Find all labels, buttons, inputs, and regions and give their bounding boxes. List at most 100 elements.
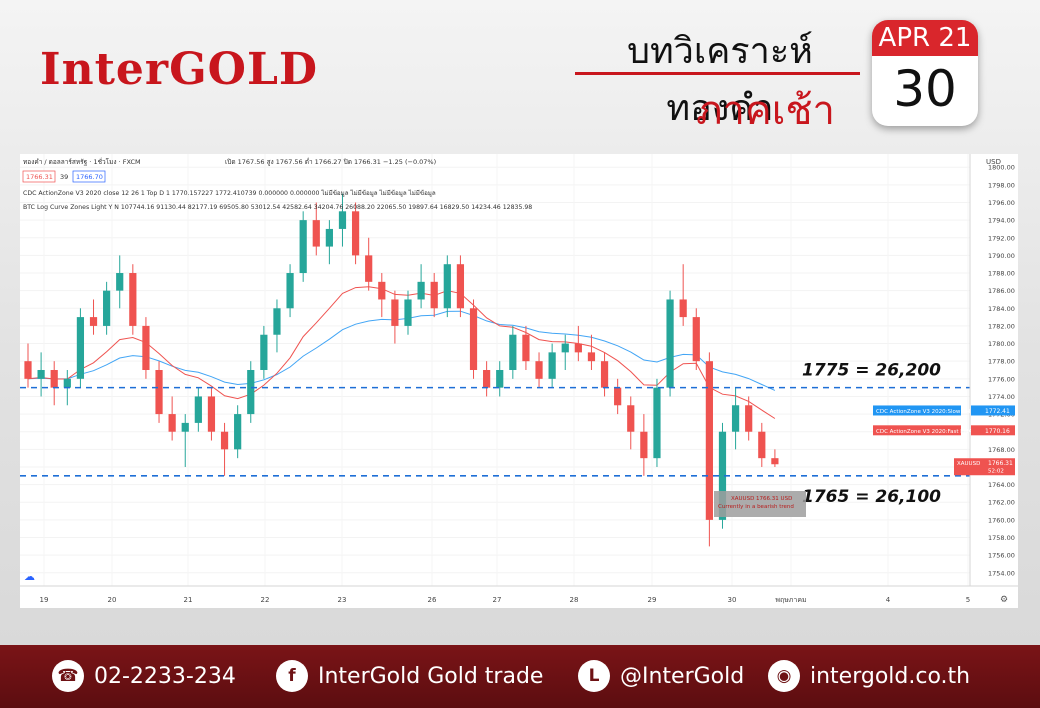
bid-box — [22, 170, 56, 183]
y-tick-label: 1754.00 — [988, 569, 1015, 577]
analysis-title: บทวิเคราะห์ทองคำ — [627, 31, 813, 129]
tooltip-line-1: XAUUSD 1766.31 USD — [731, 496, 792, 502]
y-tick-label: 1764.00 — [988, 481, 1015, 489]
candle-body — [456, 264, 465, 309]
candle-body — [325, 228, 333, 247]
candle-body — [351, 211, 360, 256]
line-contact[interactable]: L @InterGold — [578, 660, 744, 692]
x-tick-label: 30 — [728, 596, 737, 604]
candle-body — [640, 431, 648, 459]
ask-box — [72, 170, 106, 183]
y-tick-label: 1756.00 — [988, 552, 1015, 560]
y-tick-label: 1800.00 — [988, 164, 1015, 172]
fast-ema-tag — [873, 425, 961, 436]
candle-body — [168, 414, 176, 432]
tradingview-chart[interactable]: 1775 = 26,200 1765 = 26,100 USD 1754.00 175… — [20, 154, 1018, 608]
candle-body — [116, 273, 124, 291]
candle-body — [535, 361, 543, 379]
y-tick-label: 1774.00 — [988, 393, 1015, 401]
level-label: 1775 = 26,200 — [802, 361, 941, 381]
y-tick-label: 1792.00 — [988, 234, 1015, 242]
candle-body — [692, 317, 700, 362]
candle-body — [247, 370, 255, 415]
candle-body — [627, 405, 635, 432]
candle-body — [430, 281, 438, 309]
candle-body — [574, 343, 582, 353]
candle-body — [37, 370, 45, 379]
y-tick-label: 1780.00 — [988, 340, 1015, 348]
candle-body — [142, 325, 150, 370]
candle-body — [548, 352, 556, 379]
candle-body — [365, 255, 373, 282]
slow-ema-line — [27, 310, 776, 391]
candle-body — [705, 361, 713, 520]
ohlc-readout: เปิด 1767.56 สูง 1767.56 ต่ำ 1766.27 ปิด… — [225, 157, 436, 166]
candle-body — [758, 431, 766, 459]
candle-body — [378, 281, 386, 300]
candle-body — [496, 370, 504, 388]
level-label: 1765 = 26,100 — [802, 487, 941, 507]
y-tick-label: 1786.00 — [988, 287, 1015, 295]
fast-ema-price: 1770.16 — [985, 428, 1010, 435]
tooltip-line-2: Currently in a bearish trend — [718, 504, 794, 510]
x-tick-label: 27 — [493, 596, 502, 604]
candle-body — [483, 370, 491, 388]
candle-body — [666, 299, 674, 388]
candle-body — [679, 299, 687, 318]
indicator-cdc: CDC ActionZone V3 2020 close 12 26 1 Top… — [23, 189, 436, 197]
candle-body — [443, 264, 451, 309]
price-chart-svg[interactable]: 1775 = 26,200 1765 = 26,100 USD 1754.00 175… — [20, 154, 1018, 608]
fast-ema-line — [27, 286, 776, 419]
candle-body — [587, 352, 596, 362]
website-url: intergold.co.th — [810, 663, 971, 689]
candle-body — [129, 273, 137, 326]
candle-body — [509, 334, 517, 370]
indicator-btc: BTC Log Curve Zones Light Y N 107744.16 … — [23, 204, 532, 211]
facebook-icon: f — [276, 660, 308, 692]
candle-body — [745, 405, 753, 432]
x-tick-label: 22 — [261, 596, 270, 604]
candle-body — [273, 308, 281, 335]
y-tick-label: 1762.00 — [988, 499, 1015, 507]
candle-body — [181, 422, 189, 432]
facebook-contact[interactable]: f InterGold Gold trade — [276, 660, 543, 692]
slow-ema-price-tag — [971, 405, 1015, 416]
phone-contact[interactable]: ☎ 02-2233-234 — [52, 660, 236, 692]
candle-body — [207, 396, 216, 432]
x-tick-label: 28 — [570, 596, 579, 604]
x-tick-label: 26 — [428, 596, 437, 604]
candle-body — [417, 281, 425, 300]
candle-body — [600, 361, 609, 388]
calendar-icon: APR 21 30 — [872, 20, 978, 126]
x-tick-label: 21 — [184, 596, 193, 604]
fast-ema-tag-label: CDC ActionZone V3 2020:Fast EMA — [876, 429, 973, 435]
slow-ema-price: 1772.41 — [985, 408, 1010, 415]
line-icon: L — [578, 660, 610, 692]
candle-body — [718, 431, 727, 520]
candle-body — [286, 273, 294, 309]
y-tick-label: 1798.00 — [988, 181, 1015, 189]
web-contact[interactable]: ◉ intergold.co.th — [768, 660, 970, 692]
x-tick-label: 20 — [108, 596, 117, 604]
y-tick-label: 1760.00 — [988, 516, 1015, 524]
intergold-logo: InterGOLD — [40, 44, 319, 95]
calendar-month: APR 21 — [872, 20, 978, 56]
y-tick-label: 1796.00 — [988, 199, 1015, 207]
candle-body — [731, 405, 740, 432]
y-tick-label: 1790.00 — [988, 252, 1015, 260]
candle-body — [63, 378, 71, 388]
candle-body — [234, 414, 242, 450]
candle-body — [771, 458, 779, 465]
candle-body — [260, 334, 268, 370]
candle-body — [299, 220, 307, 274]
y-tick-label: 1782.00 — [988, 322, 1015, 330]
line-id: @InterGold — [620, 663, 745, 689]
y-tick-label: 1768.00 — [988, 446, 1015, 454]
bid-price: 1766.31 — [26, 173, 53, 181]
candle-body — [155, 370, 163, 415]
slow-ema-tag-label: CDC ActionZone V3 2020:Slow EMA — [876, 409, 974, 415]
tradingview-logo-icon: ☁ — [24, 570, 35, 583]
session-subtitle: ภาคเช้า — [696, 88, 835, 134]
candle-body — [76, 317, 85, 379]
symbol-line: ทองคำ / ดอลลาร์สหรัฐ · 1ชั่วโมง · FXCM — [23, 157, 141, 166]
